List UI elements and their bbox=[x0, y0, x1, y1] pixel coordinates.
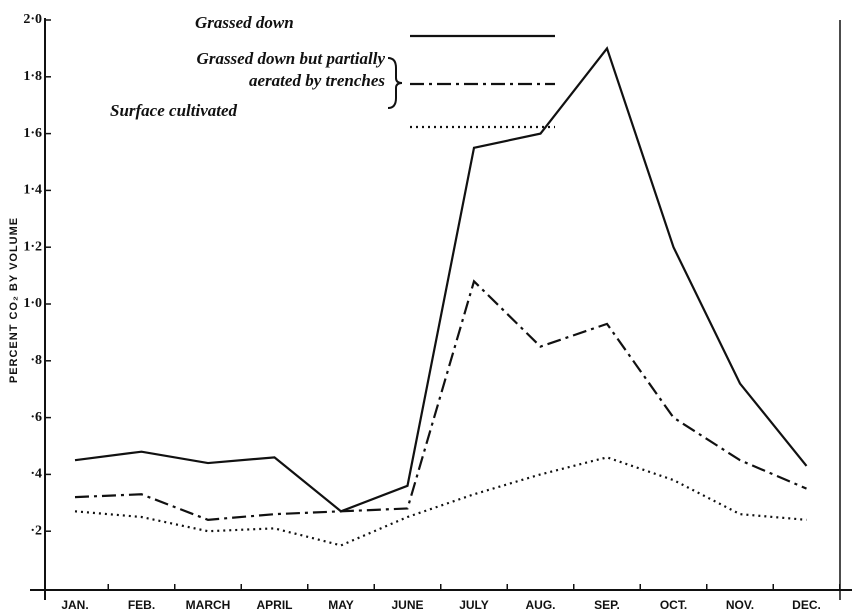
y-axis-label: PERCENT CO₂ BY VOLUME bbox=[8, 217, 20, 383]
y-tick-label: 1·2 bbox=[23, 239, 42, 254]
x-tick-label: OCT. bbox=[660, 598, 687, 612]
x-tick-label: JAN. bbox=[61, 598, 88, 612]
legend-label: Surface cultivated bbox=[110, 101, 238, 120]
y-tick-label: ·6 bbox=[30, 410, 42, 425]
legend-label-box: Surface cultivated bbox=[110, 101, 238, 120]
x-tick-label: NOV. bbox=[726, 598, 754, 612]
y-tick-label: 1·0 bbox=[23, 296, 42, 311]
x-tick-label: MAY bbox=[328, 598, 354, 612]
x-tick-label: FEB. bbox=[128, 598, 155, 612]
y-tick-label: 1·8 bbox=[23, 69, 42, 84]
x-tick-label: DEC. bbox=[792, 598, 821, 612]
x-tick-label: MARCH bbox=[186, 598, 231, 612]
legend-label: Grassed down but partially aerated by tr… bbox=[196, 49, 385, 90]
legend-label: Grassed down bbox=[195, 13, 294, 32]
data-line bbox=[74, 279, 807, 521]
y-tick-label: ·4 bbox=[30, 467, 42, 482]
data-line bbox=[74, 456, 807, 547]
x-tick-label: JULY bbox=[459, 598, 489, 612]
x-tick-label: JUNE bbox=[391, 598, 423, 612]
y-tick-label: ·2 bbox=[30, 523, 42, 538]
x-tick-label: AUG. bbox=[526, 598, 556, 612]
data-line bbox=[74, 46, 808, 513]
y-tick-label: ·8 bbox=[30, 353, 42, 368]
x-tick-label: SEP. bbox=[594, 598, 620, 612]
legend-label-box: Grassed down but partially aerated by tr… bbox=[196, 49, 385, 90]
y-tick-label: 1·6 bbox=[23, 126, 42, 141]
y-tick-label: 2·0 bbox=[23, 12, 42, 27]
legend-label-box: Grassed down bbox=[195, 13, 294, 32]
x-tick-label: APRIL bbox=[257, 598, 293, 612]
y-tick-label: 1·4 bbox=[23, 183, 42, 198]
legend-brace bbox=[387, 57, 403, 109]
